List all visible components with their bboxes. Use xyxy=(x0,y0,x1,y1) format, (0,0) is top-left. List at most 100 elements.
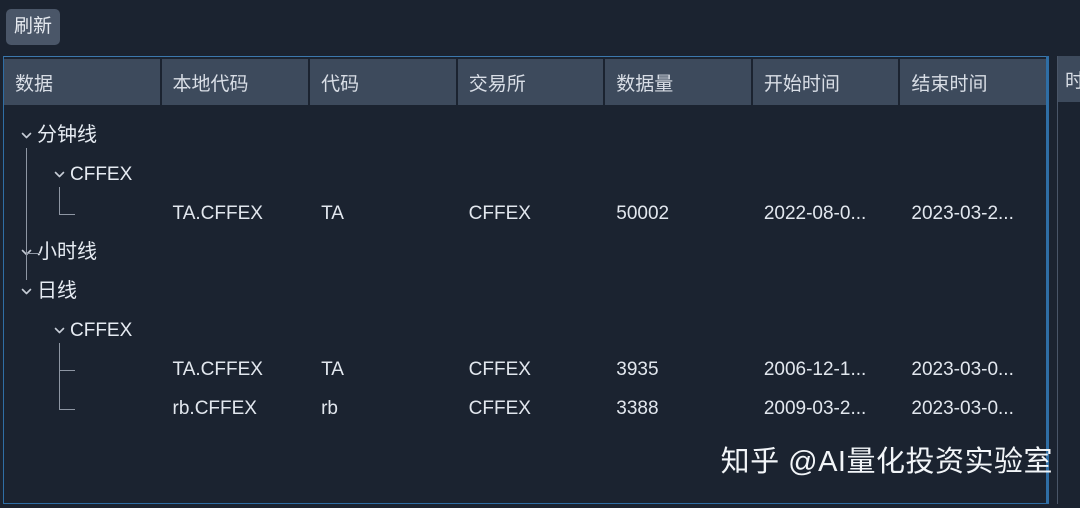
toolbar: 刷新 xyxy=(0,0,1080,54)
cell-local_code xyxy=(162,311,311,350)
tree-group-row[interactable]: 小时线 xyxy=(4,233,1048,272)
chevron-down-icon[interactable] xyxy=(48,168,70,181)
tree-group-row[interactable]: 日线 xyxy=(4,272,1048,311)
column-header-6[interactable]: 结束时间 xyxy=(900,59,1048,107)
cell-end_time xyxy=(900,155,1048,194)
tree-cell xyxy=(4,389,162,428)
panel-right-edge xyxy=(1046,56,1049,504)
cell-start_time: 2009-03-2... xyxy=(763,398,867,419)
column-header-label: 结束时间 xyxy=(911,73,988,95)
cell-exchange: CFFEX xyxy=(468,398,531,419)
tree-guide-line xyxy=(59,213,75,215)
cell-code xyxy=(310,311,458,350)
tree-cell: CFFEX xyxy=(4,155,162,194)
cell-start_time xyxy=(753,116,901,155)
column-header-1[interactable]: 本地代码 xyxy=(161,59,311,107)
adjacent-panel-partial: 时 xyxy=(1057,56,1080,504)
tree-node-label: CFFEX xyxy=(70,164,133,185)
cell-end_time: 2023-03-0... xyxy=(911,359,1014,380)
tree-group-row[interactable]: CFFEX xyxy=(4,311,1048,350)
cell-end_time xyxy=(900,311,1048,350)
column-header-2[interactable]: 代码 xyxy=(310,59,458,107)
tree-cell xyxy=(4,350,162,389)
cell-start_time: 2022-08-0... xyxy=(763,203,867,224)
tree-guide-line xyxy=(59,369,75,371)
cell-code xyxy=(310,233,458,272)
tree-guide-line xyxy=(59,408,75,410)
cell-local_code: TA.CFFEX xyxy=(172,359,263,380)
chevron-down-icon[interactable] xyxy=(48,324,70,337)
column-header-5[interactable]: 开始时间 xyxy=(752,59,901,107)
cell-local_code xyxy=(162,272,311,311)
cell-local_code xyxy=(162,116,311,155)
column-header-label: 数据量 xyxy=(616,73,674,95)
tree-node-label: 分钟线 xyxy=(37,124,97,146)
tree-guide-line xyxy=(59,342,60,409)
column-header-label: 本地代码 xyxy=(172,73,249,95)
cell-code xyxy=(310,116,458,155)
table-body[interactable]: 分钟线 CFFEX TA.CFFEX TA CFFEX 50002 2022-08-0...… xyxy=(4,107,1048,503)
tree-guide-line xyxy=(59,186,60,214)
column-header-0[interactable]: 数据 xyxy=(4,59,162,107)
cell-start_time xyxy=(753,272,901,311)
table-row[interactable]: TA.CFFEX TA CFFEX 3935 2006-12-1... 2023-03-0… xyxy=(4,350,1048,389)
tree-node-label: 日线 xyxy=(37,280,77,302)
cell-count: 3388 xyxy=(616,398,659,419)
cell-start_time xyxy=(753,155,901,194)
cell-exchange xyxy=(458,272,606,311)
cell-count xyxy=(605,116,753,155)
cell-count xyxy=(605,311,753,350)
cell-code: rb xyxy=(321,398,338,419)
column-header-label: 代码 xyxy=(321,73,360,95)
tree-cell xyxy=(4,194,162,233)
column-header-label: 开始时间 xyxy=(763,73,840,95)
cell-start_time xyxy=(753,311,901,350)
cell-local_code xyxy=(162,155,311,194)
tree-cell: 日线 xyxy=(4,272,162,311)
table-header-row: 数据 本地代码 代码 交易所 数据量 开始时间 结束时间 xyxy=(4,57,1048,107)
tree-node-label: CFFEX xyxy=(70,320,133,341)
cell-exchange xyxy=(458,155,606,194)
tree-group-row[interactable]: CFFEX xyxy=(4,155,1048,194)
cell-start_time: 2006-12-1... xyxy=(763,359,867,380)
tree-guide-line xyxy=(26,147,27,280)
tree-group-row[interactable]: 分钟线 xyxy=(4,116,1048,155)
cell-count: 3935 xyxy=(616,359,659,380)
cell-end_time xyxy=(900,116,1048,155)
data-tree-table[interactable]: 数据 本地代码 代码 交易所 数据量 开始时间 结束时间 分钟线 CFFEX TA.CFFEX T… xyxy=(3,56,1049,504)
chevron-down-icon[interactable] xyxy=(15,129,37,142)
cell-count xyxy=(605,272,753,311)
chevron-down-icon[interactable] xyxy=(15,285,37,298)
cell-exchange xyxy=(458,116,606,155)
cell-code: TA xyxy=(321,359,344,380)
column-header-3[interactable]: 交易所 xyxy=(457,59,606,107)
cell-exchange xyxy=(458,311,606,350)
overflow-column-header[interactable]: 时 xyxy=(1058,56,1080,104)
tree-guide-line xyxy=(26,252,40,254)
cell-code xyxy=(310,155,458,194)
cell-end_time: 2023-03-2... xyxy=(911,203,1014,224)
tree-node-label: 小时线 xyxy=(37,241,97,263)
cell-end_time xyxy=(900,272,1048,311)
cell-exchange xyxy=(458,233,606,272)
cell-count: 50002 xyxy=(616,203,670,224)
refresh-button[interactable]: 刷新 xyxy=(6,9,61,45)
cell-count xyxy=(605,233,753,272)
cell-end_time xyxy=(900,233,1048,272)
cell-code xyxy=(310,272,458,311)
table-row[interactable]: rb.CFFEX rb CFFEX 3388 2009-03-2... 2023-03-0… xyxy=(4,389,1048,428)
cell-end_time: 2023-03-0... xyxy=(911,398,1014,419)
cell-local_code: rb.CFFEX xyxy=(172,398,257,419)
table-row[interactable]: TA.CFFEX TA CFFEX 50002 2022-08-0... 2023-03-… xyxy=(4,194,1048,233)
cell-exchange: CFFEX xyxy=(468,203,531,224)
cell-exchange: CFFEX xyxy=(468,359,531,380)
cell-local_code xyxy=(162,233,311,272)
column-header-4[interactable]: 数据量 xyxy=(605,59,753,107)
cell-code: TA xyxy=(321,203,344,224)
cell-start_time xyxy=(753,233,901,272)
cell-local_code: TA.CFFEX xyxy=(172,203,263,224)
column-header-label: 交易所 xyxy=(468,73,526,95)
tree-cell: 分钟线 xyxy=(4,116,162,155)
tree-cell: CFFEX xyxy=(4,311,162,350)
cell-count xyxy=(605,155,753,194)
